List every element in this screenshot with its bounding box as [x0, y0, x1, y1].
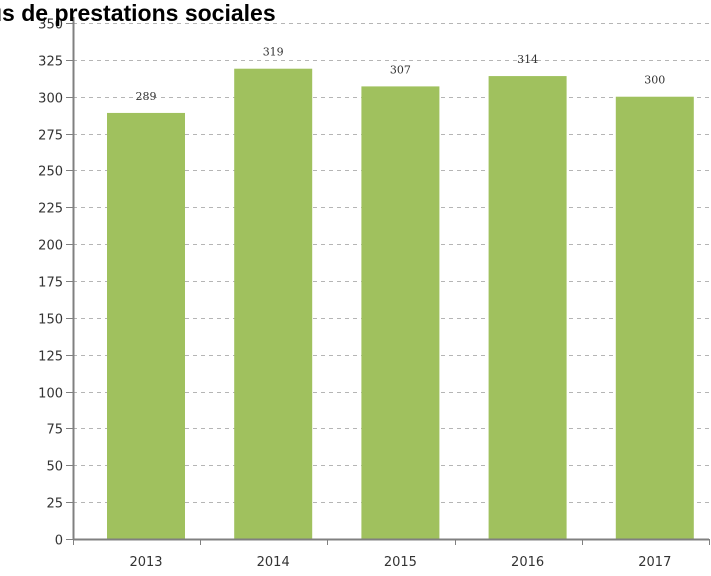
data-label-2013: 289: [136, 90, 157, 103]
labels: 0 25 50 75 100 125 150 175 200 225 250 275 300 325 350…: [38, 18, 671, 571]
y-tick-label: 250: [38, 165, 63, 180]
data-label-2017: 300: [644, 74, 665, 87]
bar-2017: [615, 96, 694, 539]
x-tick-label-2017: 2017: [638, 555, 671, 570]
y-tick-label: 150: [38, 313, 63, 328]
bar-2014: [234, 68, 313, 540]
chart-title: us de prestations sociales: [0, 0, 276, 26]
y-tick-label: 325: [38, 55, 63, 70]
x-tick-label-2016: 2016: [511, 555, 544, 570]
y-tick-label: 225: [38, 202, 63, 217]
y-tick-label: 275: [38, 129, 63, 144]
y-tick-label: 50: [46, 460, 63, 475]
y-tick-label: 300: [38, 92, 63, 107]
y-tick-label: 100: [38, 387, 63, 402]
y-tick-label: 200: [38, 239, 63, 254]
x-tick-label-2013: 2013: [129, 555, 162, 570]
data-label-2014: 319: [263, 46, 284, 59]
x-tick-label-2014: 2014: [257, 555, 290, 570]
y-tick-label: 75: [46, 423, 63, 438]
bars: [107, 68, 694, 540]
y-tick-label: 25: [46, 497, 63, 512]
bar-2016: [488, 76, 567, 540]
y-tick-label: 0: [55, 534, 63, 549]
x-tick-label-2015: 2015: [384, 555, 417, 570]
bar-2013: [107, 112, 185, 539]
data-label-2015: 307: [390, 63, 411, 76]
y-tick-label: 175: [38, 276, 63, 291]
bar-2015: [361, 86, 440, 539]
y-tick-label: 125: [38, 350, 63, 365]
data-label-2016: 314: [517, 53, 538, 66]
axes: [66, 17, 710, 545]
y-tick-label: 350: [38, 18, 63, 33]
